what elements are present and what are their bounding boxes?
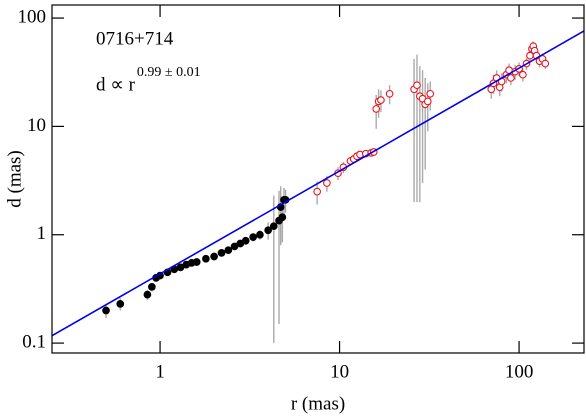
data-point — [372, 105, 381, 113]
data-point — [269, 222, 278, 231]
data-point — [116, 300, 125, 308]
data-point — [241, 236, 250, 245]
data-point — [426, 89, 435, 98]
fit-line — [51, 30, 585, 337]
data-point — [143, 290, 152, 299]
data-point — [256, 230, 264, 239]
data-point — [148, 283, 156, 291]
formula-exponent: 0.99 ± 0.01 — [137, 65, 201, 80]
x-tick-label: 100 — [505, 361, 534, 382]
y-tick-label: 100 — [18, 6, 47, 27]
y-tick-label: 1 — [37, 223, 47, 244]
data-point — [224, 246, 233, 255]
x-tick-label: 1 — [155, 361, 165, 382]
data-point — [202, 254, 210, 263]
y-tick-label: 0.1 — [22, 331, 46, 352]
data-point — [385, 89, 394, 98]
data-point — [323, 179, 331, 187]
data-point — [519, 70, 527, 79]
data-point — [377, 96, 385, 104]
data-point — [313, 187, 321, 196]
data-point — [264, 226, 272, 235]
y-axis-label: d (mas) — [4, 150, 25, 208]
x-tick-label: 10 — [330, 361, 349, 382]
data-point — [210, 252, 218, 261]
data-point — [249, 233, 257, 242]
data-point — [217, 249, 226, 257]
y-tick-label: 10 — [27, 115, 46, 136]
data-point — [507, 74, 515, 82]
x-axis-label: r (mas) — [291, 393, 345, 414]
annotation: 0716+714 — [96, 28, 174, 49]
data-point — [102, 306, 110, 315]
data-point — [192, 258, 201, 266]
plot-frame — [51, 4, 585, 354]
data-point — [278, 213, 287, 222]
formula: d ∝ r — [96, 74, 136, 95]
data-point — [541, 59, 550, 68]
data-point — [423, 97, 432, 106]
data-point — [413, 81, 421, 90]
